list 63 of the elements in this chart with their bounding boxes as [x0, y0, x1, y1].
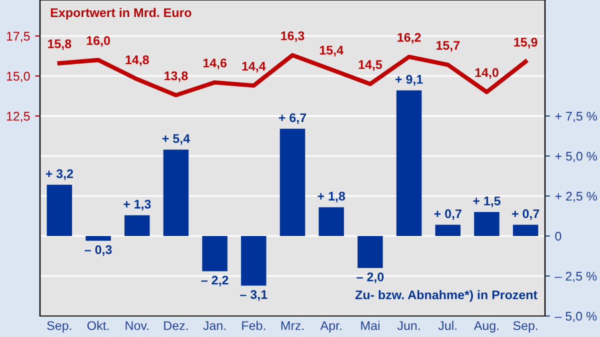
bar	[435, 224, 461, 236]
data-label: + 9,1	[395, 74, 423, 86]
data-label: 14,4	[242, 62, 266, 72]
data-label: 14,5	[358, 60, 382, 71]
y2-tick-label: – 2,5 %	[554, 272, 597, 282]
x-tick-label: Sep.	[513, 321, 538, 333]
bar	[474, 212, 500, 236]
data-label: 16,0	[86, 36, 110, 47]
data-label: – 2,2	[201, 276, 228, 286]
data-label: 14,6	[203, 58, 227, 70]
data-label: + 3,2	[46, 169, 73, 180]
bar	[358, 236, 383, 268]
bar	[280, 128, 306, 236]
bar	[124, 215, 150, 236]
bar	[241, 236, 266, 286]
y2-tick-label: + 5,0 %	[555, 152, 598, 162]
bar	[318, 207, 344, 236]
data-label: 15,4	[320, 46, 344, 56]
data-label: + 0,7	[434, 209, 462, 220]
y2-tick-label: 0	[555, 232, 562, 241]
data-label: + 0,7	[512, 209, 540, 220]
data-label: 16,3	[281, 31, 304, 42]
data-label: + 6,7	[278, 113, 306, 124]
y-tick-label: 15,0	[6, 72, 30, 82]
bar	[46, 184, 72, 236]
y-tick-label: 17,5	[6, 32, 30, 42]
y-tick-label: 12,5	[6, 112, 30, 122]
bar	[86, 236, 111, 241]
data-label: + 1,8	[318, 192, 346, 202]
data-label: 15,7	[436, 41, 460, 52]
x-tick-label: Feb.	[242, 320, 266, 330]
data-label: 15,9	[514, 38, 538, 48]
x-tick-label: Nov.	[126, 321, 148, 330]
x-tick-label: Mai	[361, 320, 380, 330]
x-tick-label: Jun.	[397, 321, 420, 330]
y2-tick-label: + 2,5 %	[555, 192, 598, 202]
bar	[163, 150, 189, 236]
y2-tick-label: – 5,0 %	[554, 312, 597, 322]
x-tick-label: Mrz.	[281, 321, 304, 330]
data-label: 14,8	[126, 55, 149, 66]
data-label: 13,8	[164, 71, 188, 82]
bar	[202, 236, 228, 272]
y2-tick-label: + 7,5 %	[555, 112, 598, 122]
data-label: + 1,3	[124, 200, 151, 210]
data-label: 16,2	[398, 32, 421, 44]
data-label: – 2,0	[356, 272, 384, 284]
data-label: 14,0	[475, 68, 498, 79]
bar	[396, 90, 422, 236]
x-tick-label: Sep.	[47, 321, 72, 333]
data-label: – 0,3	[84, 245, 112, 256]
data-label: + 5,4	[162, 134, 190, 145]
data-label: 15,8	[48, 39, 72, 50]
bar	[512, 224, 538, 236]
x-tick-label: Apr.	[320, 321, 342, 333]
x-tick-label: Jan.	[203, 321, 226, 330]
series-label: Zu- bzw. Abnahme*) in Prozent	[355, 290, 538, 302]
x-tick-label: Jul.	[438, 320, 456, 330]
text: Exportwert in Mrd. Euro	[50, 8, 192, 20]
data-label: – 3,1	[240, 290, 268, 301]
x-tick-label: Aug.	[474, 321, 498, 333]
data-label: + 1,5	[473, 196, 500, 208]
x-tick-label: Dez.	[164, 321, 188, 330]
x-tick-label: Okt.	[87, 320, 109, 330]
